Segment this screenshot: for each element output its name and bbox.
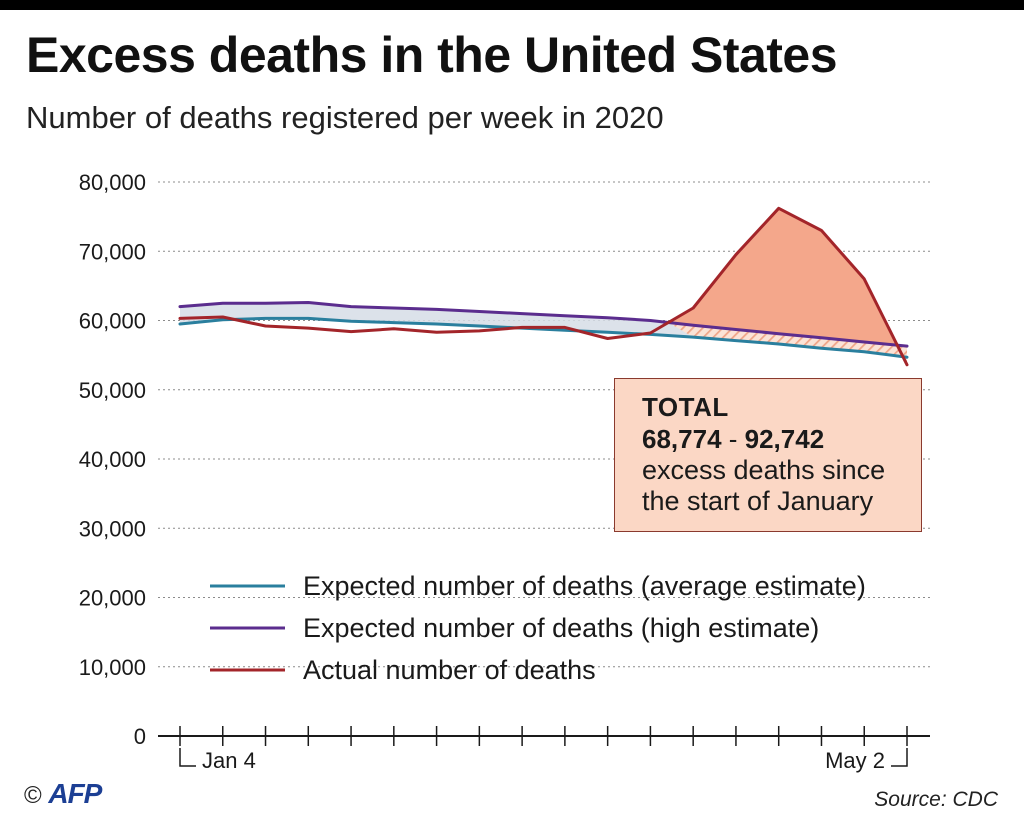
excess-above-high-area — [668, 208, 898, 346]
total-range: 68,774 - 92,742 — [642, 423, 921, 455]
series-lines — [178, 206, 909, 367]
total-text-line2: the start of January — [642, 486, 874, 516]
x-start-label: Jan 4 — [202, 748, 256, 773]
chart-title: Excess deaths in the United States — [26, 27, 838, 83]
y-tick-label: 30,000 — [79, 516, 146, 541]
y-tick-label: 60,000 — [79, 309, 146, 334]
total-text-line1: excess deaths since — [642, 455, 886, 485]
shaded-areas — [180, 208, 907, 365]
legend-label: Expected number of deaths (average estim… — [303, 571, 866, 601]
x-end-label: May 2 — [825, 748, 885, 773]
end-bracket — [891, 748, 908, 767]
legend-label: Actual number of deaths — [303, 655, 596, 685]
y-tick-label: 70,000 — [79, 239, 146, 264]
x-axis: Jan 4 May 2 — [158, 726, 930, 773]
expected-range-band — [180, 302, 907, 358]
y-tick-label: 10,000 — [79, 655, 146, 680]
average-estimate-line — [178, 316, 909, 359]
range-high: 92,742 — [744, 424, 825, 454]
legend: Expected number of deaths (average estim… — [210, 571, 866, 685]
start-bracket — [179, 748, 196, 767]
range-separator: - — [721, 424, 745, 454]
top-rule — [0, 0, 1024, 10]
legend-label: Expected number of deaths (high estimate… — [303, 613, 819, 643]
y-tick-label: 0 — [134, 724, 146, 749]
total-heading: TOTAL — [642, 392, 729, 422]
credit: © AFP — [24, 778, 102, 810]
y-tick-label: 40,000 — [79, 447, 146, 472]
source-note: Source: CDC — [874, 788, 998, 811]
high-estimate-line — [178, 301, 909, 348]
y-tick-label: 80,000 — [79, 170, 146, 195]
actual-deaths-line — [178, 206, 909, 367]
chart-subtitle: Number of deaths registered per week in … — [26, 100, 664, 135]
y-axis-labels: 0 10,000 20,000 30,000 40,000 50,000 60,000 70,… — [79, 170, 146, 749]
afp-logo: AFP — [48, 778, 102, 809]
y-tick-label: 50,000 — [79, 378, 146, 403]
range-low: 68,774 — [642, 424, 722, 454]
y-tick-label: 20,000 — [79, 586, 146, 611]
copyright-symbol: © — [24, 782, 42, 809]
total-annotation: TOTAL 68,774 - 92,742 excess deaths sinc… — [614, 378, 922, 532]
